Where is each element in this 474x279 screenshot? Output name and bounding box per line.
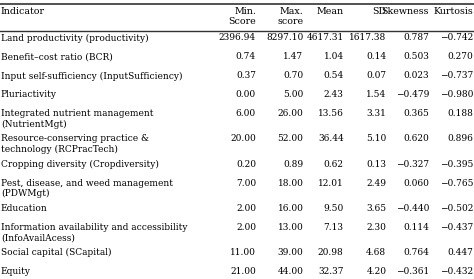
Text: Benefit–cost ratio (BCR): Benefit–cost ratio (BCR) (1, 52, 113, 61)
Text: −0.437: −0.437 (440, 223, 474, 232)
Text: 16.00: 16.00 (277, 204, 303, 213)
Text: 1.54: 1.54 (366, 90, 386, 99)
Text: 0.023: 0.023 (403, 71, 429, 80)
Text: Kurtosis: Kurtosis (434, 7, 474, 16)
Text: Information availability and accessibility
(InfoAvailAcess): Information availability and accessibili… (1, 223, 187, 242)
Text: Min.
Score: Min. Score (228, 7, 256, 27)
Text: 0.70: 0.70 (283, 71, 303, 80)
Text: 39.00: 39.00 (278, 248, 303, 257)
Text: −0.980: −0.980 (440, 90, 474, 99)
Text: 2.00: 2.00 (236, 204, 256, 213)
Text: 2.43: 2.43 (324, 90, 344, 99)
Text: 1.47: 1.47 (283, 52, 303, 61)
Text: −0.765: −0.765 (440, 179, 474, 187)
Text: 0.13: 0.13 (366, 160, 386, 169)
Text: Integrated nutrient management
(NutrientMgt): Integrated nutrient management (Nutrient… (1, 109, 154, 129)
Text: 0.37: 0.37 (236, 71, 256, 80)
Text: 6.00: 6.00 (236, 109, 256, 118)
Text: −0.432: −0.432 (440, 267, 474, 276)
Text: 4617.31: 4617.31 (306, 33, 344, 42)
Text: Social capital (SCapital): Social capital (SCapital) (1, 248, 111, 257)
Text: 52.00: 52.00 (277, 134, 303, 143)
Text: −0.502: −0.502 (440, 204, 474, 213)
Text: 0.188: 0.188 (447, 109, 474, 118)
Text: 0.89: 0.89 (283, 160, 303, 169)
Text: 1617.38: 1617.38 (349, 33, 386, 42)
Text: 0.74: 0.74 (236, 52, 256, 61)
Text: 20.00: 20.00 (230, 134, 256, 143)
Text: 2.49: 2.49 (366, 179, 386, 187)
Text: Max.
score: Max. score (277, 7, 303, 27)
Text: 9.50: 9.50 (323, 204, 344, 213)
Text: 0.114: 0.114 (403, 223, 429, 232)
Text: 20.98: 20.98 (318, 248, 344, 257)
Text: 0.060: 0.060 (403, 179, 429, 187)
Text: 0.00: 0.00 (236, 90, 256, 99)
Text: 5.10: 5.10 (366, 134, 386, 143)
Text: 18.00: 18.00 (277, 179, 303, 187)
Text: SD: SD (372, 7, 386, 16)
Text: 26.00: 26.00 (278, 109, 303, 118)
Text: 0.620: 0.620 (403, 134, 429, 143)
Text: Indicator: Indicator (1, 7, 45, 16)
Text: −0.361: −0.361 (396, 267, 429, 276)
Text: 11.00: 11.00 (230, 248, 256, 257)
Text: 3.65: 3.65 (366, 204, 386, 213)
Text: Mean: Mean (317, 7, 344, 16)
Text: 0.62: 0.62 (324, 160, 344, 169)
Text: Skewness: Skewness (382, 7, 429, 16)
Text: 13.00: 13.00 (278, 223, 303, 232)
Text: 44.00: 44.00 (277, 267, 303, 276)
Text: 32.37: 32.37 (318, 267, 344, 276)
Text: 0.270: 0.270 (448, 52, 474, 61)
Text: 2.30: 2.30 (366, 223, 386, 232)
Text: 13.56: 13.56 (318, 109, 344, 118)
Text: 0.764: 0.764 (403, 248, 429, 257)
Text: 0.14: 0.14 (366, 52, 386, 61)
Text: 4.20: 4.20 (366, 267, 386, 276)
Text: 1.04: 1.04 (324, 52, 344, 61)
Text: −0.479: −0.479 (396, 90, 429, 99)
Text: 8297.10: 8297.10 (266, 33, 303, 42)
Text: 21.00: 21.00 (230, 267, 256, 276)
Text: Resource-conserving practice &
technology (RCPracTech): Resource-conserving practice & technolog… (1, 134, 149, 154)
Text: 2.00: 2.00 (236, 223, 256, 232)
Text: 0.896: 0.896 (447, 134, 474, 143)
Text: Input self-sufficiency (InputSufficiency): Input self-sufficiency (InputSufficiency… (1, 71, 182, 81)
Text: 36.44: 36.44 (318, 134, 344, 143)
Text: 0.07: 0.07 (366, 71, 386, 80)
Text: −0.440: −0.440 (396, 204, 429, 213)
Text: 0.365: 0.365 (403, 109, 429, 118)
Text: 0.54: 0.54 (323, 71, 344, 80)
Text: 0.20: 0.20 (236, 160, 256, 169)
Text: Education: Education (1, 204, 48, 213)
Text: Land productivity (productivity): Land productivity (productivity) (1, 33, 148, 43)
Text: 7.00: 7.00 (236, 179, 256, 187)
Text: 0.503: 0.503 (403, 52, 429, 61)
Text: −0.737: −0.737 (440, 71, 474, 80)
Text: Equity: Equity (1, 267, 31, 276)
Text: Pest, disease, and weed management
(PDWMgt): Pest, disease, and weed management (PDWM… (1, 179, 173, 198)
Text: 4.68: 4.68 (366, 248, 386, 257)
Text: 12.01: 12.01 (318, 179, 344, 187)
Text: 7.13: 7.13 (324, 223, 344, 232)
Text: 0.447: 0.447 (447, 248, 474, 257)
Text: Cropping diversity (Cropdiversity): Cropping diversity (Cropdiversity) (1, 160, 159, 169)
Text: −0.327: −0.327 (396, 160, 429, 169)
Text: Pluriactivity: Pluriactivity (1, 90, 57, 99)
Text: 2396.94: 2396.94 (219, 33, 256, 42)
Text: −0.395: −0.395 (440, 160, 474, 169)
Text: 0.787: 0.787 (403, 33, 429, 42)
Text: 5.00: 5.00 (283, 90, 303, 99)
Text: −0.742: −0.742 (440, 33, 474, 42)
Text: 3.31: 3.31 (366, 109, 386, 118)
